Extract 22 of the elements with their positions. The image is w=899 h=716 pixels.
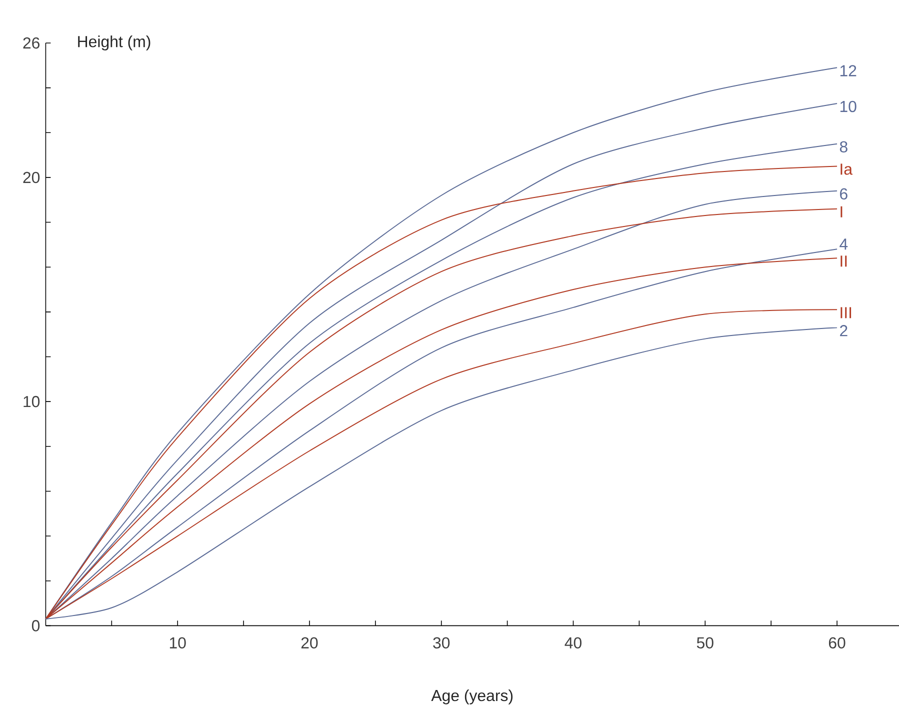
series-label: I [840, 206, 842, 218]
series-label: 10 [840, 100, 856, 112]
y-tick-label: 26 [23, 37, 40, 49]
series-label: 4 [840, 238, 848, 250]
series-label: 6 [840, 188, 848, 200]
y-tick-label: 10 [24, 396, 40, 408]
series-label: III [840, 307, 852, 318]
y-tick-label: 0 [32, 620, 40, 632]
series-label: II [840, 256, 847, 267]
x-tick-label: 10 [170, 637, 186, 648]
x-axis-title: Age (years) [431, 689, 513, 704]
series-label: 8 [840, 141, 848, 152]
series-label: 2 [840, 325, 848, 336]
x-tick-label: 40 [564, 637, 582, 648]
x-tick-label: 50 [696, 637, 714, 648]
y-axis-title: Height (m) [78, 36, 150, 50]
y-tick-label: 20 [23, 172, 40, 184]
x-tick-label: 30 [433, 637, 450, 648]
x-tick-label: 60 [828, 637, 846, 648]
x-tick-label: 20 [301, 637, 318, 648]
series-label: Ia [840, 164, 853, 175]
series-label: 12 [840, 65, 856, 76]
